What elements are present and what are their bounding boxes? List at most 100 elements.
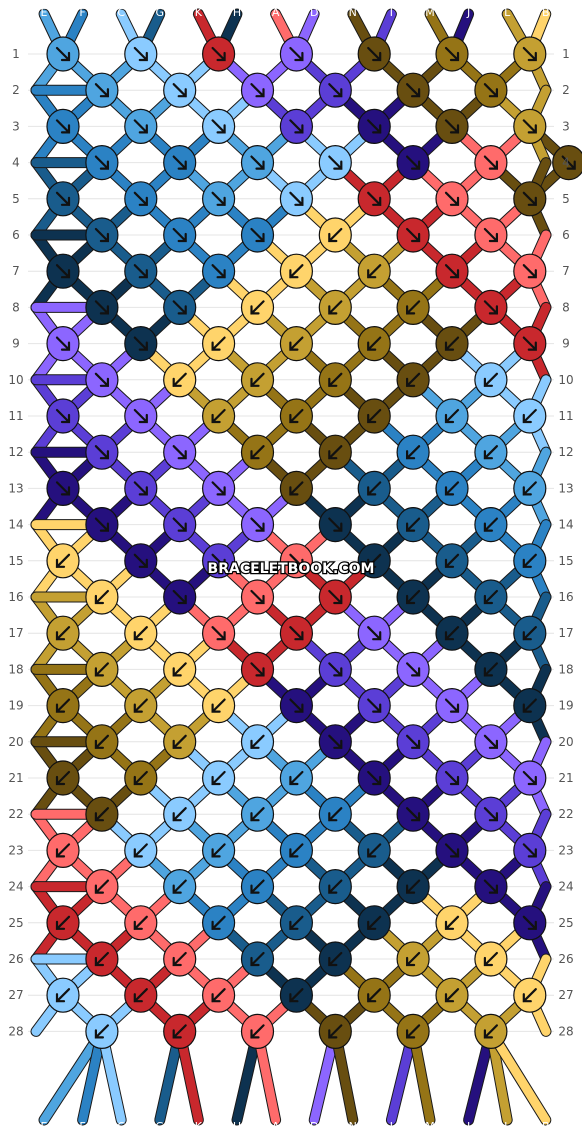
backward-knot-arrow-icon <box>289 481 304 496</box>
row-number-right: 28 <box>558 1024 573 1038</box>
backward-knot-arrow-icon <box>211 988 226 1003</box>
forward-knot-arrow-icon <box>483 155 498 170</box>
strand-letter-top: J <box>466 6 470 19</box>
backward-knot-arrow-icon <box>55 915 71 930</box>
row-number-left: 27 <box>8 988 23 1002</box>
forward-knot-arrow-icon <box>250 155 265 170</box>
backward-knot-arrow-icon <box>406 300 421 315</box>
forward-knot-arrow-icon <box>406 734 421 749</box>
forward-knot-arrow-icon <box>172 517 187 532</box>
backward-knot-arrow-icon <box>55 843 71 858</box>
strand-letter-bottom: A <box>272 1120 280 1133</box>
forward-knot-arrow-icon <box>172 227 187 243</box>
row-number-right: 26 <box>558 952 573 966</box>
backward-knot-arrow-icon <box>367 481 382 496</box>
backward-knot-arrow-icon <box>522 553 537 568</box>
strand-letter-bottom: I <box>390 1120 393 1133</box>
row-number-right: 18 <box>558 662 573 676</box>
forward-knot-arrow-icon <box>172 83 187 98</box>
backward-knot-arrow-icon <box>211 770 226 786</box>
strand-letter-bottom: D <box>310 1120 318 1133</box>
row-number-right: 3 <box>562 119 570 133</box>
row-number-right: 16 <box>558 590 573 604</box>
strand-letter-bottom: L <box>504 1120 511 1133</box>
backward-knot-arrow-icon <box>172 879 187 894</box>
backward-knot-arrow-icon <box>328 300 343 315</box>
forward-knot-arrow-icon <box>367 46 382 62</box>
forward-knot-arrow-icon <box>289 553 304 568</box>
forward-knot-arrow-icon <box>211 481 226 496</box>
forward-knot-arrow-icon <box>444 119 460 134</box>
row-number-left: 26 <box>8 952 23 966</box>
backward-knot-arrow-icon <box>522 481 537 496</box>
forward-knot-arrow-icon <box>522 46 537 62</box>
backward-knot-arrow-icon <box>483 951 498 967</box>
backward-knot-arrow-icon <box>94 734 109 749</box>
backward-knot-arrow-icon <box>94 951 109 967</box>
forward-knot-arrow-icon <box>289 698 304 713</box>
strand-letter-bottom: H <box>233 1120 241 1133</box>
row-number-left: 20 <box>8 735 23 749</box>
backward-knot-arrow-icon <box>250 734 265 749</box>
forward-knot-arrow-icon <box>328 517 343 532</box>
row-number-left: 7 <box>12 264 20 278</box>
forward-knot-arrow-icon <box>211 191 226 206</box>
backward-knot-arrow-icon <box>522 698 537 713</box>
backward-knot-arrow-icon <box>289 770 304 786</box>
row-number-right: 10 <box>558 373 573 387</box>
backward-knot-arrow-icon <box>94 807 109 822</box>
forward-knot-arrow-icon <box>522 264 537 279</box>
row-number-right: 24 <box>558 880 573 894</box>
backward-knot-arrow-icon <box>444 408 460 424</box>
backward-knot-arrow-icon <box>328 807 343 822</box>
backward-knot-arrow-icon <box>367 553 382 568</box>
forward-knot-arrow-icon <box>172 155 187 170</box>
forward-knot-arrow-icon <box>406 83 421 98</box>
strand-letter-bottom: G <box>156 1120 165 1133</box>
forward-knot-arrow-icon <box>133 119 148 134</box>
forward-knot-arrow-icon <box>444 698 460 713</box>
backward-knot-arrow-icon <box>250 445 265 460</box>
backward-knot-arrow-icon <box>172 734 187 749</box>
backward-knot-arrow-icon <box>444 481 460 496</box>
forward-knot-arrow-icon <box>328 83 343 98</box>
forward-knot-arrow-icon <box>55 408 71 424</box>
strand-letter-top: B <box>542 6 550 19</box>
forward-knot-arrow-icon <box>55 46 71 62</box>
backward-knot-arrow-icon <box>406 951 421 967</box>
backward-knot-arrow-icon <box>367 843 382 858</box>
backward-knot-arrow-icon <box>211 336 226 351</box>
row-number-right: 7 <box>562 264 570 278</box>
strand-letter-top: K <box>195 6 203 19</box>
strand-letter-bottom: E <box>41 1120 48 1133</box>
backward-knot-arrow-icon <box>328 951 343 967</box>
row-number-right: 13 <box>558 481 573 495</box>
strand-letter-bottom: B <box>542 1120 550 1133</box>
row-number-right: 15 <box>558 554 573 568</box>
row-number-left: 16 <box>8 590 23 604</box>
row-number-left: 24 <box>8 880 23 894</box>
forward-knot-arrow-icon <box>289 191 304 206</box>
backward-knot-arrow-icon <box>483 517 498 532</box>
row-number-right: 9 <box>562 337 570 351</box>
watermark: BRACELETBOOK.COM <box>208 561 375 577</box>
forward-knot-arrow-icon <box>133 264 148 279</box>
row-number-left: 8 <box>12 300 20 314</box>
forward-knot-arrow-icon <box>367 626 382 641</box>
strand-letter-bottom: J <box>466 1120 470 1133</box>
backward-knot-arrow-icon <box>133 915 148 930</box>
backward-knot-arrow-icon <box>289 988 304 1003</box>
forward-knot-arrow-icon <box>211 46 226 62</box>
row-number-left: 12 <box>8 445 23 459</box>
forward-knot-arrow-icon <box>522 770 537 786</box>
backward-knot-arrow-icon <box>250 807 265 822</box>
row-number-right: 12 <box>558 445 573 459</box>
strand-letter-bottom: M <box>425 1120 435 1133</box>
forward-knot-arrow-icon <box>94 300 109 315</box>
forward-knot-arrow-icon <box>133 336 148 351</box>
forward-knot-arrow-icon <box>561 155 576 170</box>
backward-knot-arrow-icon <box>483 445 498 460</box>
backward-knot-arrow-icon <box>328 879 343 894</box>
backward-knot-arrow-icon <box>328 372 343 387</box>
